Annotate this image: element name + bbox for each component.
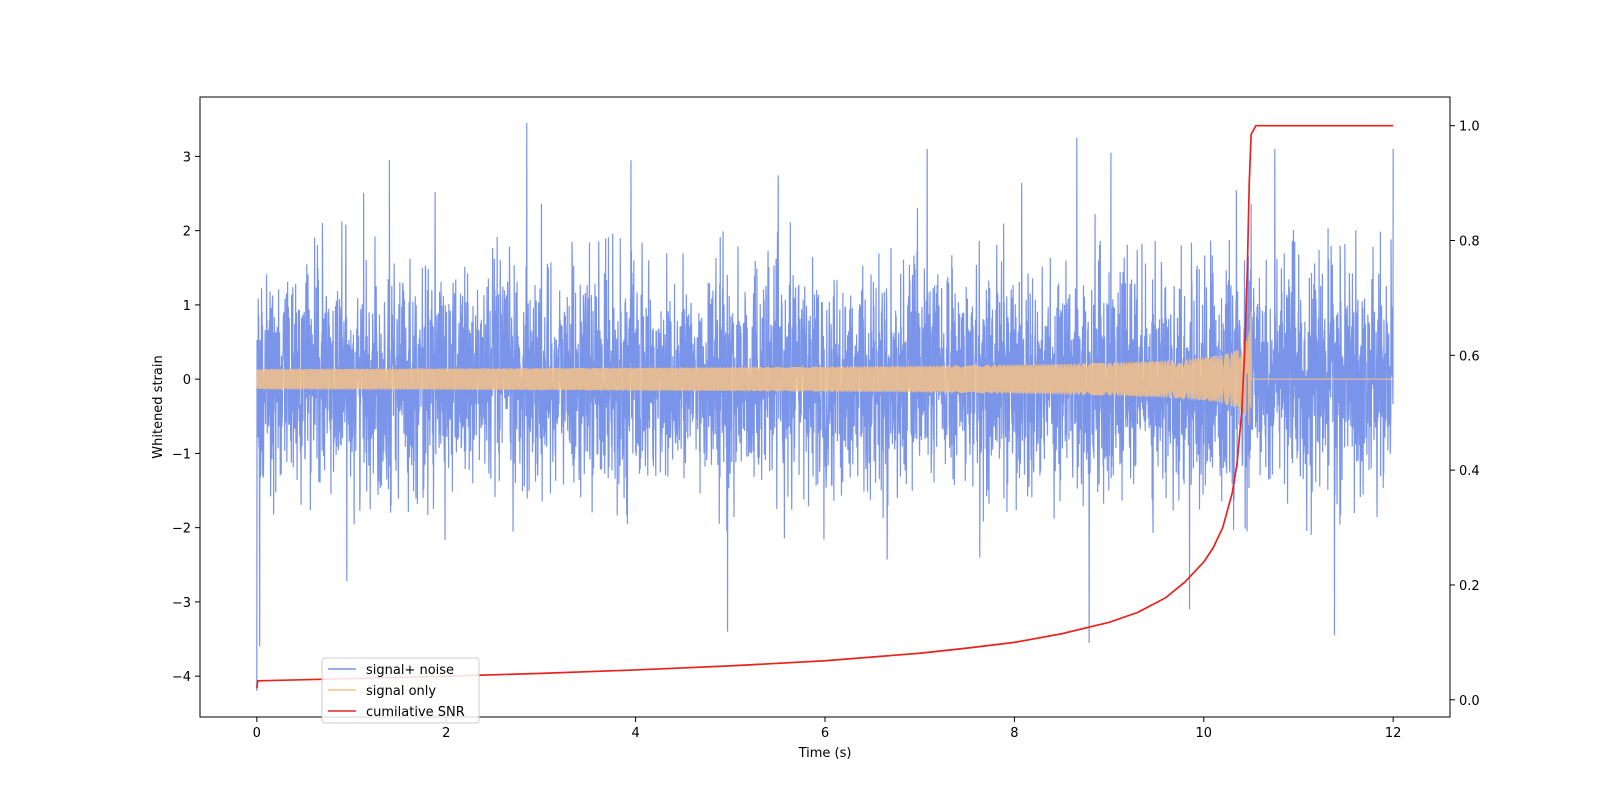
y-tick-label: 2: [183, 225, 191, 240]
series-signal-plus-noise: [256, 122, 1394, 692]
x-tick-label: 4: [631, 726, 639, 741]
plot-area: [255, 122, 1394, 692]
legend-label-signal-plus-noise: signal+ noise: [366, 663, 454, 678]
legend-box: [321, 657, 480, 724]
series-cumulative-snr: [255, 124, 1394, 689]
y-tick-label: −4: [172, 670, 191, 685]
y-tick-label: 3: [183, 150, 191, 165]
y-axis-label: Whitened strain: [151, 355, 166, 458]
y-right-tick-label: 0.0: [1459, 694, 1480, 709]
y-tick-label: −3: [172, 596, 191, 611]
y-axis-right: 0.0 0.2 0.4 0.6 0.8 1.0: [1450, 120, 1480, 709]
y-tick-label: 0: [183, 373, 191, 388]
legend-label-cumulative-snr: cumilative SNR: [366, 705, 465, 720]
x-tick-label: 0: [253, 726, 261, 741]
x-axis-label: Time (s): [798, 746, 852, 761]
y-right-tick-label: 0.4: [1459, 464, 1480, 479]
y-right-tick-label: 0.6: [1459, 349, 1480, 364]
x-tick-label: 6: [821, 726, 829, 741]
y-axis-left: −4 −3 −2 −1 0 1 2 3: [172, 150, 200, 685]
x-tick-label: 8: [1010, 726, 1018, 741]
series-signal-only: [256, 310, 1394, 426]
y-right-tick-label: 0.2: [1459, 579, 1480, 594]
x-tick-label: 12: [1385, 726, 1402, 741]
y-right-tick-label: 1.0: [1459, 120, 1480, 135]
x-axis: 0 2 4 6 8 10 12: [253, 717, 1402, 741]
x-tick-label: 2: [442, 726, 450, 741]
y-tick-label: 1: [183, 299, 191, 314]
legend-label-signal-only: signal only: [366, 684, 436, 699]
y-right-tick-label: 0.8: [1459, 235, 1480, 250]
x-tick-label: 10: [1196, 726, 1213, 741]
y-tick-label: −1: [172, 447, 191, 462]
legend: signal+ noise signal only cumilative SNR: [321, 657, 480, 724]
y-tick-label: −2: [172, 522, 191, 537]
